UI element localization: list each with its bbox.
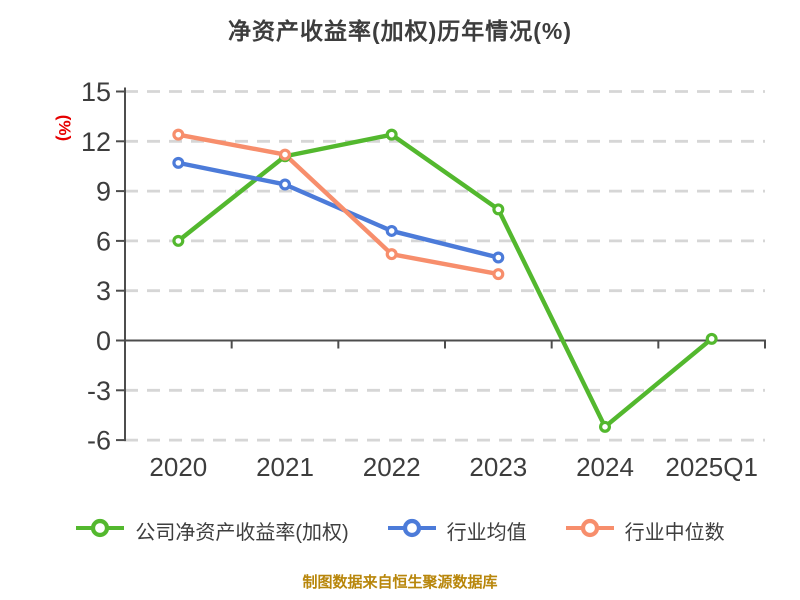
y-tick-label: -3	[87, 376, 111, 406]
legend: 公司净资产收益率(加权) 行业均值 行业中位数	[0, 516, 800, 545]
plot-svg: 15 12 9 6 3 0 -3 -6 2020 2021 2022 2023 2024 2025Q1	[81, 77, 766, 482]
series-line	[176, 132, 501, 277]
legend-marker-icon	[75, 516, 125, 545]
data-point-marker	[279, 148, 292, 161]
y-tick-label: -6	[87, 426, 111, 456]
y-tick-label: 3	[96, 276, 111, 306]
legend-item-industry-median[interactable]: 行业中位数	[565, 516, 725, 545]
series-line	[176, 160, 501, 260]
y-tick-label: 12	[81, 127, 111, 157]
legend-marker-icon	[565, 516, 615, 545]
data-point-marker	[279, 178, 292, 191]
data-point-marker	[172, 156, 185, 169]
series-line	[176, 132, 714, 430]
y-tick-label: 9	[96, 177, 111, 207]
y-tick-label: 0	[96, 326, 111, 356]
chart-title: 净资产收益率(加权)历年情况(%)	[227, 18, 573, 44]
y-tick-label: 15	[81, 77, 111, 107]
legend-label: 行业中位数	[624, 522, 725, 544]
x-tick-label: 2025Q1	[665, 452, 758, 482]
y-tick-label: 6	[96, 226, 111, 256]
data-source-note: 制图数据来自恒生聚源数据库	[302, 574, 498, 591]
data-point-marker	[172, 128, 185, 141]
data-point-marker	[598, 420, 611, 433]
data-point-marker	[492, 203, 505, 216]
data-point-marker	[172, 234, 185, 247]
x-tick-label: 2023	[469, 452, 527, 482]
data-point-marker	[385, 248, 398, 261]
legend-item-company-roe-weighted[interactable]: 公司净资产收益率(加权)	[75, 516, 349, 545]
x-tick-label: 2024	[576, 452, 634, 482]
data-point-marker	[385, 224, 398, 237]
data-point-marker	[492, 251, 505, 264]
x-tick-label: 2020	[149, 452, 207, 482]
legend-item-industry-mean[interactable]: 行业均值	[387, 516, 527, 545]
legend-label: 公司净资产收益率(加权)	[135, 522, 349, 544]
x-tick-label: 2022	[363, 452, 421, 482]
x-tick-label: 2021	[256, 452, 314, 482]
data-point-marker	[385, 128, 398, 141]
data-point-marker	[492, 268, 505, 281]
data-point-marker	[705, 332, 718, 345]
legend-marker-icon	[387, 516, 437, 545]
legend-label: 行业均值	[446, 522, 527, 544]
